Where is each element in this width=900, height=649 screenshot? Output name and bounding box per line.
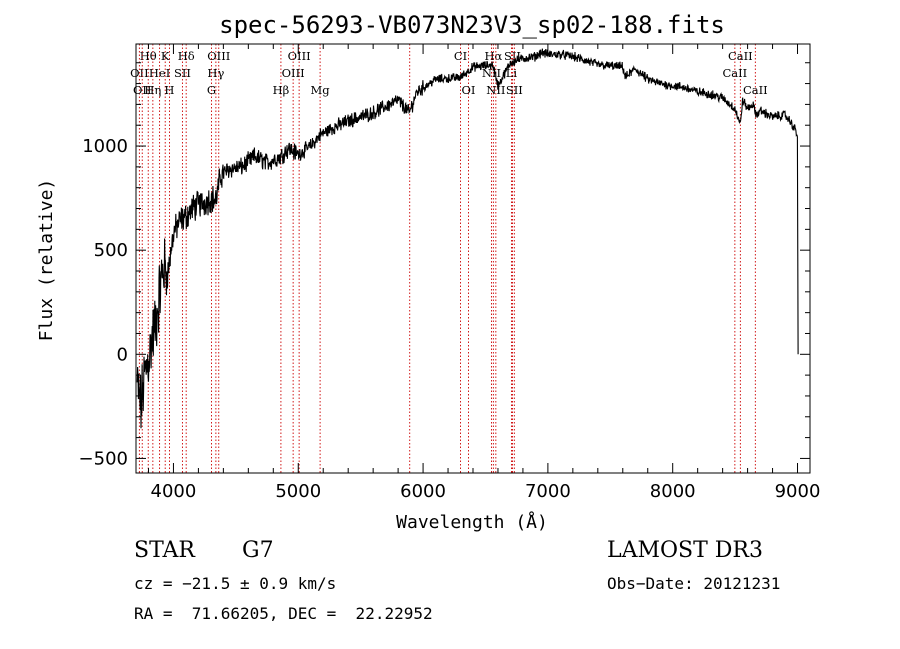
line-marker-label-11: SII xyxy=(174,66,191,80)
line-marker-label-10: HeI xyxy=(149,66,170,80)
line-marker-label-5: CI xyxy=(454,49,467,63)
line-marker-label-21: Hβ xyxy=(273,83,290,97)
object-subclass: G7 xyxy=(242,538,274,563)
y-tick-label-0: −500 xyxy=(79,448,128,469)
line-marker-label-3: OIII xyxy=(207,49,230,63)
line-marker-label-18: Hη xyxy=(144,83,161,97)
line-marker-label-12: Hγ xyxy=(207,66,224,80)
line-marker-label-20: G xyxy=(207,83,216,97)
object-class: STAR xyxy=(134,538,195,563)
line-marker-label-8: CaII xyxy=(728,49,753,63)
line-marker-label-4: OIII xyxy=(288,49,311,63)
x-tick-label-3: 7000 xyxy=(525,481,571,502)
line-marker-label-1: K xyxy=(161,49,170,63)
line-marker-label-6: Hα xyxy=(484,49,502,63)
x-tick-label-1: 5000 xyxy=(275,481,321,502)
line-marker-label-15: Li xyxy=(506,66,518,80)
x-tick-label-5: 9000 xyxy=(775,481,821,502)
line-marker-label-16: CaII xyxy=(722,66,747,80)
plot-frame xyxy=(135,43,811,474)
line-marker-label-24: NII xyxy=(486,83,505,97)
y-tick-label-1: 0 xyxy=(117,344,128,365)
coordinates: RA = 71.66205, DEC = 22.22952 xyxy=(134,604,433,623)
line-marker-label-14: NII xyxy=(482,66,501,80)
line-marker-label-13: OIII xyxy=(282,66,305,80)
line-marker-label-22: Mg xyxy=(311,83,331,97)
line-marker-label-26: CaII xyxy=(743,83,768,97)
line-marker-label-19: H xyxy=(164,83,174,97)
observation-date: Obs−Date: 20121231 xyxy=(607,574,781,593)
line-marker-label-17: OII xyxy=(133,83,152,97)
y-tick-label-2: 500 xyxy=(94,240,128,261)
chart-title: spec-56293-VB073N23V3_sp02-188.fits xyxy=(219,11,725,39)
x-tick-label-4: 8000 xyxy=(650,481,696,502)
x-axis-label: Wavelength (Å) xyxy=(396,511,548,533)
y-axis-label: Flux (relative) xyxy=(36,179,57,342)
axis-ticks: 4000 5000 6000 7000 8000 9000 −500 0 500 1000 xyxy=(79,44,821,502)
x-tick-label-0: 4000 xyxy=(151,481,197,502)
line-marker-label-23: OI xyxy=(462,83,476,97)
line-marker-label-25: SII xyxy=(506,83,523,97)
redshift-velocity: cz = −21.5 ± 0.9 km/s xyxy=(134,574,337,593)
survey-name: LAMOST DR3 xyxy=(607,538,763,563)
y-tick-label-3: 1000 xyxy=(82,136,128,157)
x-tick-label-2: 6000 xyxy=(400,481,446,502)
line-marker-label-2: Hδ xyxy=(178,49,195,63)
spectrum-line xyxy=(136,48,799,429)
line-marker-label-9: OII xyxy=(130,66,149,80)
